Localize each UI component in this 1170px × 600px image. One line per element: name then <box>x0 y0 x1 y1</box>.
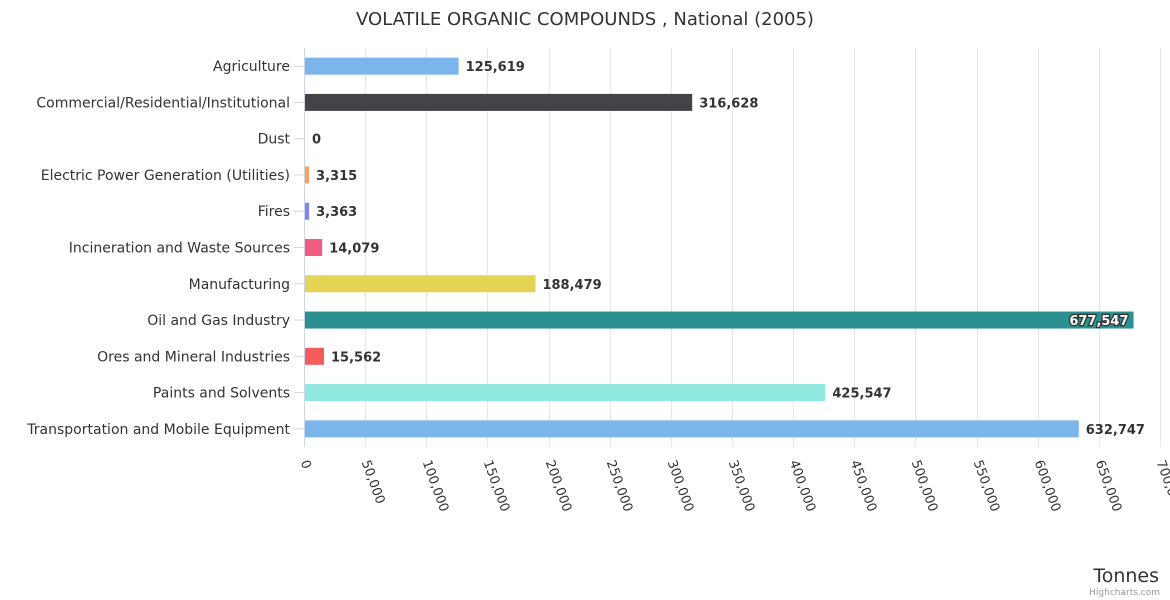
y-category-label: Ores and Mineral Industries <box>97 349 290 365</box>
data-label: 125,619 <box>466 60 525 75</box>
data-label: 188,479 <box>542 278 601 293</box>
data-label: 3,363 <box>316 205 357 220</box>
value-axis-title: Tonnes <box>1092 565 1159 587</box>
data-label: 677,547 <box>1069 314 1128 329</box>
bar[interactable] <box>305 57 459 75</box>
category-axis: Agriculture Commercial/Residential/Instit… <box>26 48 305 447</box>
grid-lines <box>365 48 1161 447</box>
y-category-label: Transportation and Mobile Equipment <box>26 422 290 438</box>
data-label: 3,315 <box>316 169 357 184</box>
data-label: 0 <box>312 133 321 148</box>
chart-title: VOLATILE ORGANIC COMPOUNDS , National (2… <box>356 9 814 30</box>
data-labels: 125,619 316,628 0 3,315 3,363 14,079 188,479 67… <box>312 60 1145 438</box>
data-label: 14,079 <box>329 242 379 257</box>
bars <box>305 57 1134 438</box>
bar[interactable] <box>305 202 310 220</box>
bar[interactable] <box>305 166 310 184</box>
y-category-label: Manufacturing <box>189 277 290 293</box>
y-category-label: Paints and Solvents <box>153 386 290 402</box>
data-label: 425,547 <box>832 387 891 402</box>
bar[interactable] <box>305 275 536 293</box>
y-category-label: Commercial/Residential/Institutional <box>36 95 290 111</box>
bar[interactable] <box>305 384 826 402</box>
credits-link[interactable]: Highcharts.com <box>1089 588 1160 598</box>
data-label: 15,562 <box>331 350 381 365</box>
bar[interactable] <box>305 420 1079 438</box>
data-label: 632,747 <box>1086 423 1145 438</box>
bar[interactable] <box>305 347 325 365</box>
y-category-label: Incineration and Waste Sources <box>69 241 290 257</box>
y-category-label: Dust <box>258 132 291 148</box>
bar[interactable] <box>305 311 1134 329</box>
y-category-label: Fires <box>258 204 290 220</box>
y-category-label: Agriculture <box>213 59 290 75</box>
bar[interactable] <box>305 239 323 256</box>
y-category-label: Oil and Gas Industry <box>147 313 290 329</box>
y-category-label: Electric Power Generation (Utilities) <box>41 168 290 184</box>
data-label: 316,628 <box>699 96 758 111</box>
bar[interactable] <box>305 93 693 111</box>
